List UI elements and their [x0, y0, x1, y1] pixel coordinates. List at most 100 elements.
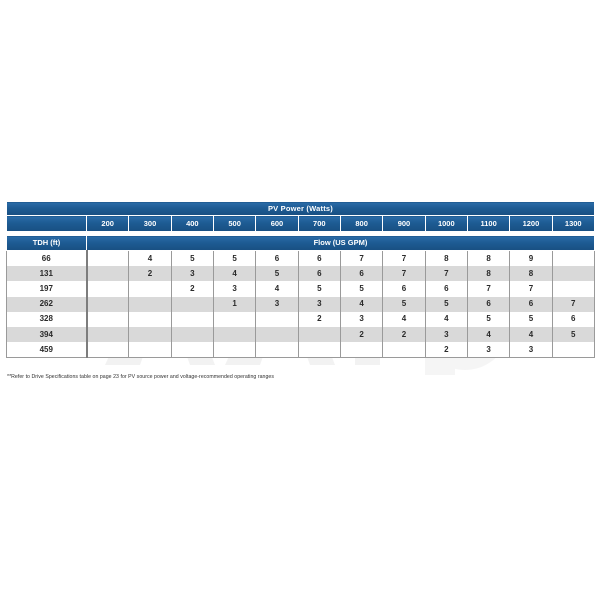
- flow-cell: 4: [424, 311, 468, 327]
- flow-cell: [128, 296, 172, 312]
- flow-header: Flow (US GPM): [86, 235, 595, 251]
- flow-cell: [170, 296, 214, 312]
- flow-cell: 5: [297, 281, 341, 297]
- flow-cell: [551, 281, 595, 297]
- flow-cell: [85, 281, 130, 297]
- flow-cell: [212, 311, 257, 327]
- flow-cell: 6: [297, 266, 341, 282]
- flow-cell: [212, 326, 257, 343]
- tdh-value: 197: [6, 281, 88, 297]
- flow-cell: 6: [255, 250, 299, 267]
- flow-cell: 2: [128, 266, 172, 282]
- table-row: 394 2 2 3 4 4 5: [6, 326, 595, 343]
- column-header-400: 400: [170, 215, 214, 232]
- flow-cell: 5: [339, 281, 384, 297]
- flow-cell: [128, 326, 172, 343]
- pv-power-flow-table: PV Power (Watts) 200 300 400 500 600 700…: [6, 201, 595, 359]
- flow-cell: 4: [466, 326, 511, 343]
- flow-cell: 2: [170, 281, 214, 297]
- flow-cell: [128, 311, 172, 327]
- column-header-1200: 1200: [509, 215, 553, 232]
- flow-cell: 6: [424, 281, 468, 297]
- column-header-1300: 1300: [551, 215, 595, 232]
- tdh-value: 328: [6, 311, 88, 327]
- flow-cell: 5: [382, 296, 426, 312]
- flow-cell: [85, 342, 130, 359]
- flow-cell: 7: [382, 266, 426, 282]
- flow-cell: 5: [509, 311, 553, 327]
- flow-cell: 3: [297, 296, 341, 312]
- flow-cell: 1: [212, 296, 257, 312]
- flow-cell: 2: [297, 311, 341, 327]
- flow-cell: [85, 250, 130, 267]
- flow-cell: 7: [551, 296, 595, 312]
- flow-cell: 6: [466, 296, 511, 312]
- header-spacer-cell: [6, 231, 595, 236]
- header-spacer-row: [6, 231, 595, 236]
- tdh-value: 131: [6, 266, 88, 282]
- flow-cell: 8: [466, 266, 511, 282]
- flow-cell: 4: [382, 311, 426, 327]
- flow-cell: 3: [212, 281, 257, 297]
- flow-cell: 7: [339, 250, 384, 267]
- flow-cell: 6: [382, 281, 426, 297]
- column-header-900: 900: [382, 215, 426, 232]
- flow-cell: [170, 311, 214, 327]
- column-header-1000: 1000: [424, 215, 468, 232]
- flow-cell: [128, 342, 172, 359]
- flow-cell: [170, 342, 214, 359]
- header-corner-blank: [6, 215, 87, 232]
- table-header-columns-row: 200 300 400 500 600 700 800 900 1000 110…: [6, 215, 595, 232]
- table-row: 262 1 3 3 4 5 5 6 6 7: [6, 296, 595, 312]
- flow-cell: [297, 326, 341, 343]
- flow-cell: [212, 342, 257, 359]
- column-header-1100: 1100: [466, 215, 511, 232]
- flow-cell: [551, 250, 595, 267]
- tdh-value: 394: [6, 326, 88, 343]
- flow-cell: [85, 311, 130, 327]
- flow-cell: 7: [509, 281, 553, 297]
- flow-cell: [551, 266, 595, 282]
- flow-cell: 5: [255, 266, 299, 282]
- flow-cell: [255, 311, 299, 327]
- flow-cell: 7: [382, 250, 426, 267]
- flow-cell: 3: [339, 311, 384, 327]
- table-row: 328 2 3 4 4 5 5 6: [6, 311, 595, 327]
- tdh-value: 66: [6, 250, 88, 267]
- flow-cell: [551, 342, 595, 359]
- flow-cell: 3: [424, 326, 468, 343]
- column-header-500: 500: [212, 215, 257, 232]
- column-header-800: 800: [339, 215, 384, 232]
- flow-cell: [339, 342, 384, 359]
- flow-cell: [255, 326, 299, 343]
- table-subheader-row: TDH (ft) Flow (US GPM): [6, 235, 595, 251]
- flow-cell: 7: [466, 281, 511, 297]
- flow-cell: 2: [339, 326, 384, 343]
- flow-cell: 3: [255, 296, 299, 312]
- flow-cell: 2: [424, 342, 468, 359]
- footnote-text: **Refer to Drive Specifications table on…: [7, 374, 274, 380]
- flow-cell: 8: [424, 250, 468, 267]
- flow-cell: 6: [339, 266, 384, 282]
- flow-cell: 9: [509, 250, 553, 267]
- table-row: 131 2 3 4 5 6 6 7 7 8 8: [6, 266, 595, 282]
- flow-cell: 4: [339, 296, 384, 312]
- flow-cell: 5: [170, 250, 214, 267]
- flow-cell: [297, 342, 341, 359]
- flow-cell: 4: [128, 250, 172, 267]
- table-row: 459 2 3 3: [6, 342, 595, 359]
- column-header-600: 600: [255, 215, 299, 232]
- tdh-value: 262: [6, 296, 88, 312]
- pv-power-header: PV Power (Watts): [6, 201, 595, 216]
- flow-cell: 5: [424, 296, 468, 312]
- table-row: 66 4 5 5 6 6 7 7 8 8 9: [6, 250, 595, 267]
- flow-cell: 2: [382, 326, 426, 343]
- column-header-300: 300: [128, 215, 172, 232]
- flow-cell: 3: [466, 342, 511, 359]
- flow-cell: 4: [255, 281, 299, 297]
- flow-cell: 8: [466, 250, 511, 267]
- table-header-title-row: PV Power (Watts): [6, 201, 595, 216]
- flow-cell: [85, 326, 130, 343]
- flow-cell: 5: [212, 250, 257, 267]
